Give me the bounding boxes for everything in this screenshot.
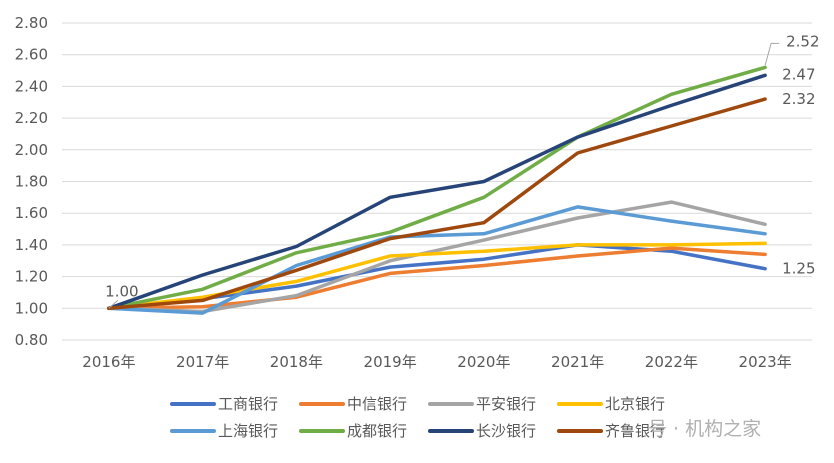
x-tick-label: 2017年 [176,353,229,371]
data-label: 1.25 [782,260,815,278]
series-line [107,205,767,315]
legend-label: 中信银行 [347,395,407,413]
watermark: 号 · 机构之家 [648,418,762,440]
series-lines [107,65,767,315]
y-tick-label: 1.20 [15,268,48,286]
legend-label: 工商银行 [218,395,278,413]
series-line [107,65,767,311]
data-label: 2.47 [782,65,815,83]
y-tick-label: 2.40 [15,77,48,95]
legend-label: 长沙银行 [476,422,536,440]
x-tick-label: 2020年 [457,353,510,371]
gridlines [62,22,812,341]
legend-label: 上海银行 [218,422,278,440]
y-tick-label: 1.00 [15,299,48,317]
y-tick-label: 1.60 [15,204,48,222]
x-tick-label: 2021年 [551,353,604,371]
y-tick-label: 2.80 [15,14,48,32]
legend-label: 北京银行 [605,395,665,413]
y-tick-label: 2.60 [15,46,48,64]
x-tick-label: 2018年 [270,353,323,371]
label-leader-line [108,299,119,309]
x-tick-label: 2016年 [82,353,135,371]
y-tick-label: 2.20 [15,109,48,127]
series-line [107,97,767,311]
y-tick-label: 2.00 [15,141,48,159]
x-axis-ticks: 2016年 2017年 2018年 2019年 2020年 2021年 2022年 2023年 [82,353,791,371]
data-label: 1.00 [105,282,138,300]
x-tick-label: 2023年 [739,353,792,371]
x-tick-label: 2019年 [364,353,417,371]
y-tick-label: 1.40 [15,236,48,254]
label-leader-line [764,42,780,66]
data-labels: 1.00 2.52 2.47 2.32 1.25 [105,32,820,309]
legend-label: 平安银行 [476,395,536,413]
legend-label: 成都银行 [347,422,407,440]
y-tick-label: 0.80 [15,331,48,349]
data-label: 2.52 [786,32,819,50]
series-line [107,200,767,314]
y-axis-ticks: 0.80 1.00 1.20 1.40 1.60 1.80 2.00 2.20 2.40 2.60… [15,14,48,349]
series-line [107,73,767,311]
x-tick-label: 2022年 [645,353,698,371]
y-tick-label: 1.80 [15,173,48,191]
legend-label: 齐鲁银行 [605,422,665,440]
data-label: 2.32 [782,90,815,108]
